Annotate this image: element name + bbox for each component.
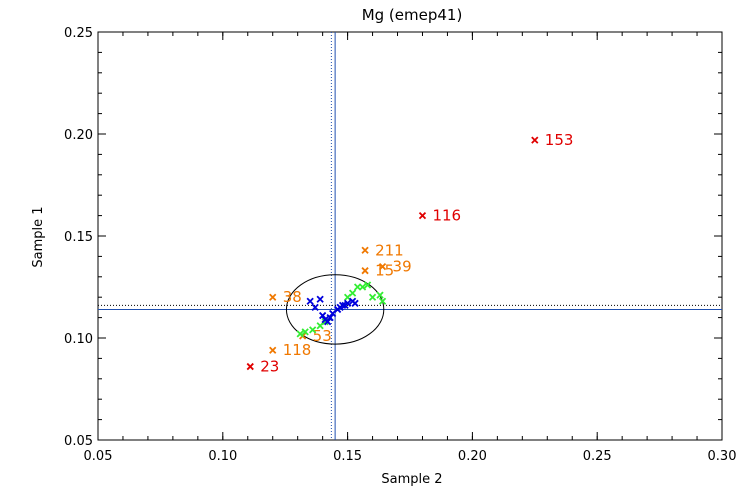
y-axis-label: Sample 1 (31, 206, 46, 267)
chart-title: Mg (emep41) (362, 6, 463, 24)
confidence-ellipse (285, 274, 385, 345)
data-point (296, 330, 304, 338)
point-label: 23 (260, 358, 279, 376)
data-point (326, 313, 334, 322)
y-tick-label: 0.15 (64, 230, 93, 245)
data-point (246, 362, 254, 371)
plot-area: 0.05 0.10 0.15 0.20 0.25 0.30 0.05 0.10 0.15 0.20… (64, 26, 736, 464)
x-tick-label: 0.30 (708, 449, 737, 464)
data-point (316, 295, 324, 303)
data-point (418, 211, 427, 220)
plot-frame (97, 31, 723, 441)
data-point (301, 328, 309, 336)
x-tick-label: 0.15 (333, 449, 362, 464)
data-point (323, 318, 332, 326)
data-point (378, 297, 387, 305)
data-point (363, 281, 372, 289)
x-tick-label: 0.25 (583, 449, 612, 464)
data-point (361, 267, 369, 275)
y-tick-label: 0.05 (64, 434, 93, 449)
data-point (531, 136, 539, 144)
data-point (348, 289, 357, 297)
point-label: 53 (313, 327, 332, 345)
data-point (376, 291, 384, 299)
x-tick-label: 0.10 (208, 449, 237, 464)
point-label: 38 (283, 288, 302, 306)
data-point (269, 293, 277, 301)
point-label: 118 (283, 341, 312, 359)
data-point (343, 299, 352, 307)
point-label: 211 (375, 241, 404, 259)
point-label: 116 (432, 207, 461, 225)
data-point (351, 299, 359, 307)
x-tick-label: 0.05 (84, 449, 113, 464)
data-point (368, 293, 377, 301)
data-point (338, 301, 347, 309)
data-point (269, 346, 277, 354)
data-point (378, 262, 387, 271)
data-point (306, 297, 314, 305)
point-label: 153 (545, 131, 574, 149)
point-label: 15 (375, 262, 394, 280)
data-point (319, 311, 327, 320)
point-label: 39 (393, 258, 412, 276)
data-point (309, 326, 317, 334)
data-point (358, 283, 367, 291)
x-axis-label: Sample 2 (381, 472, 442, 487)
data-point (361, 246, 369, 254)
y-tick-label: 0.25 (64, 26, 93, 41)
x-tick-label: 0.20 (458, 449, 487, 464)
data-point (311, 303, 319, 312)
y-tick-label: 0.20 (64, 128, 93, 143)
y-tick-label: 0.10 (64, 332, 93, 347)
